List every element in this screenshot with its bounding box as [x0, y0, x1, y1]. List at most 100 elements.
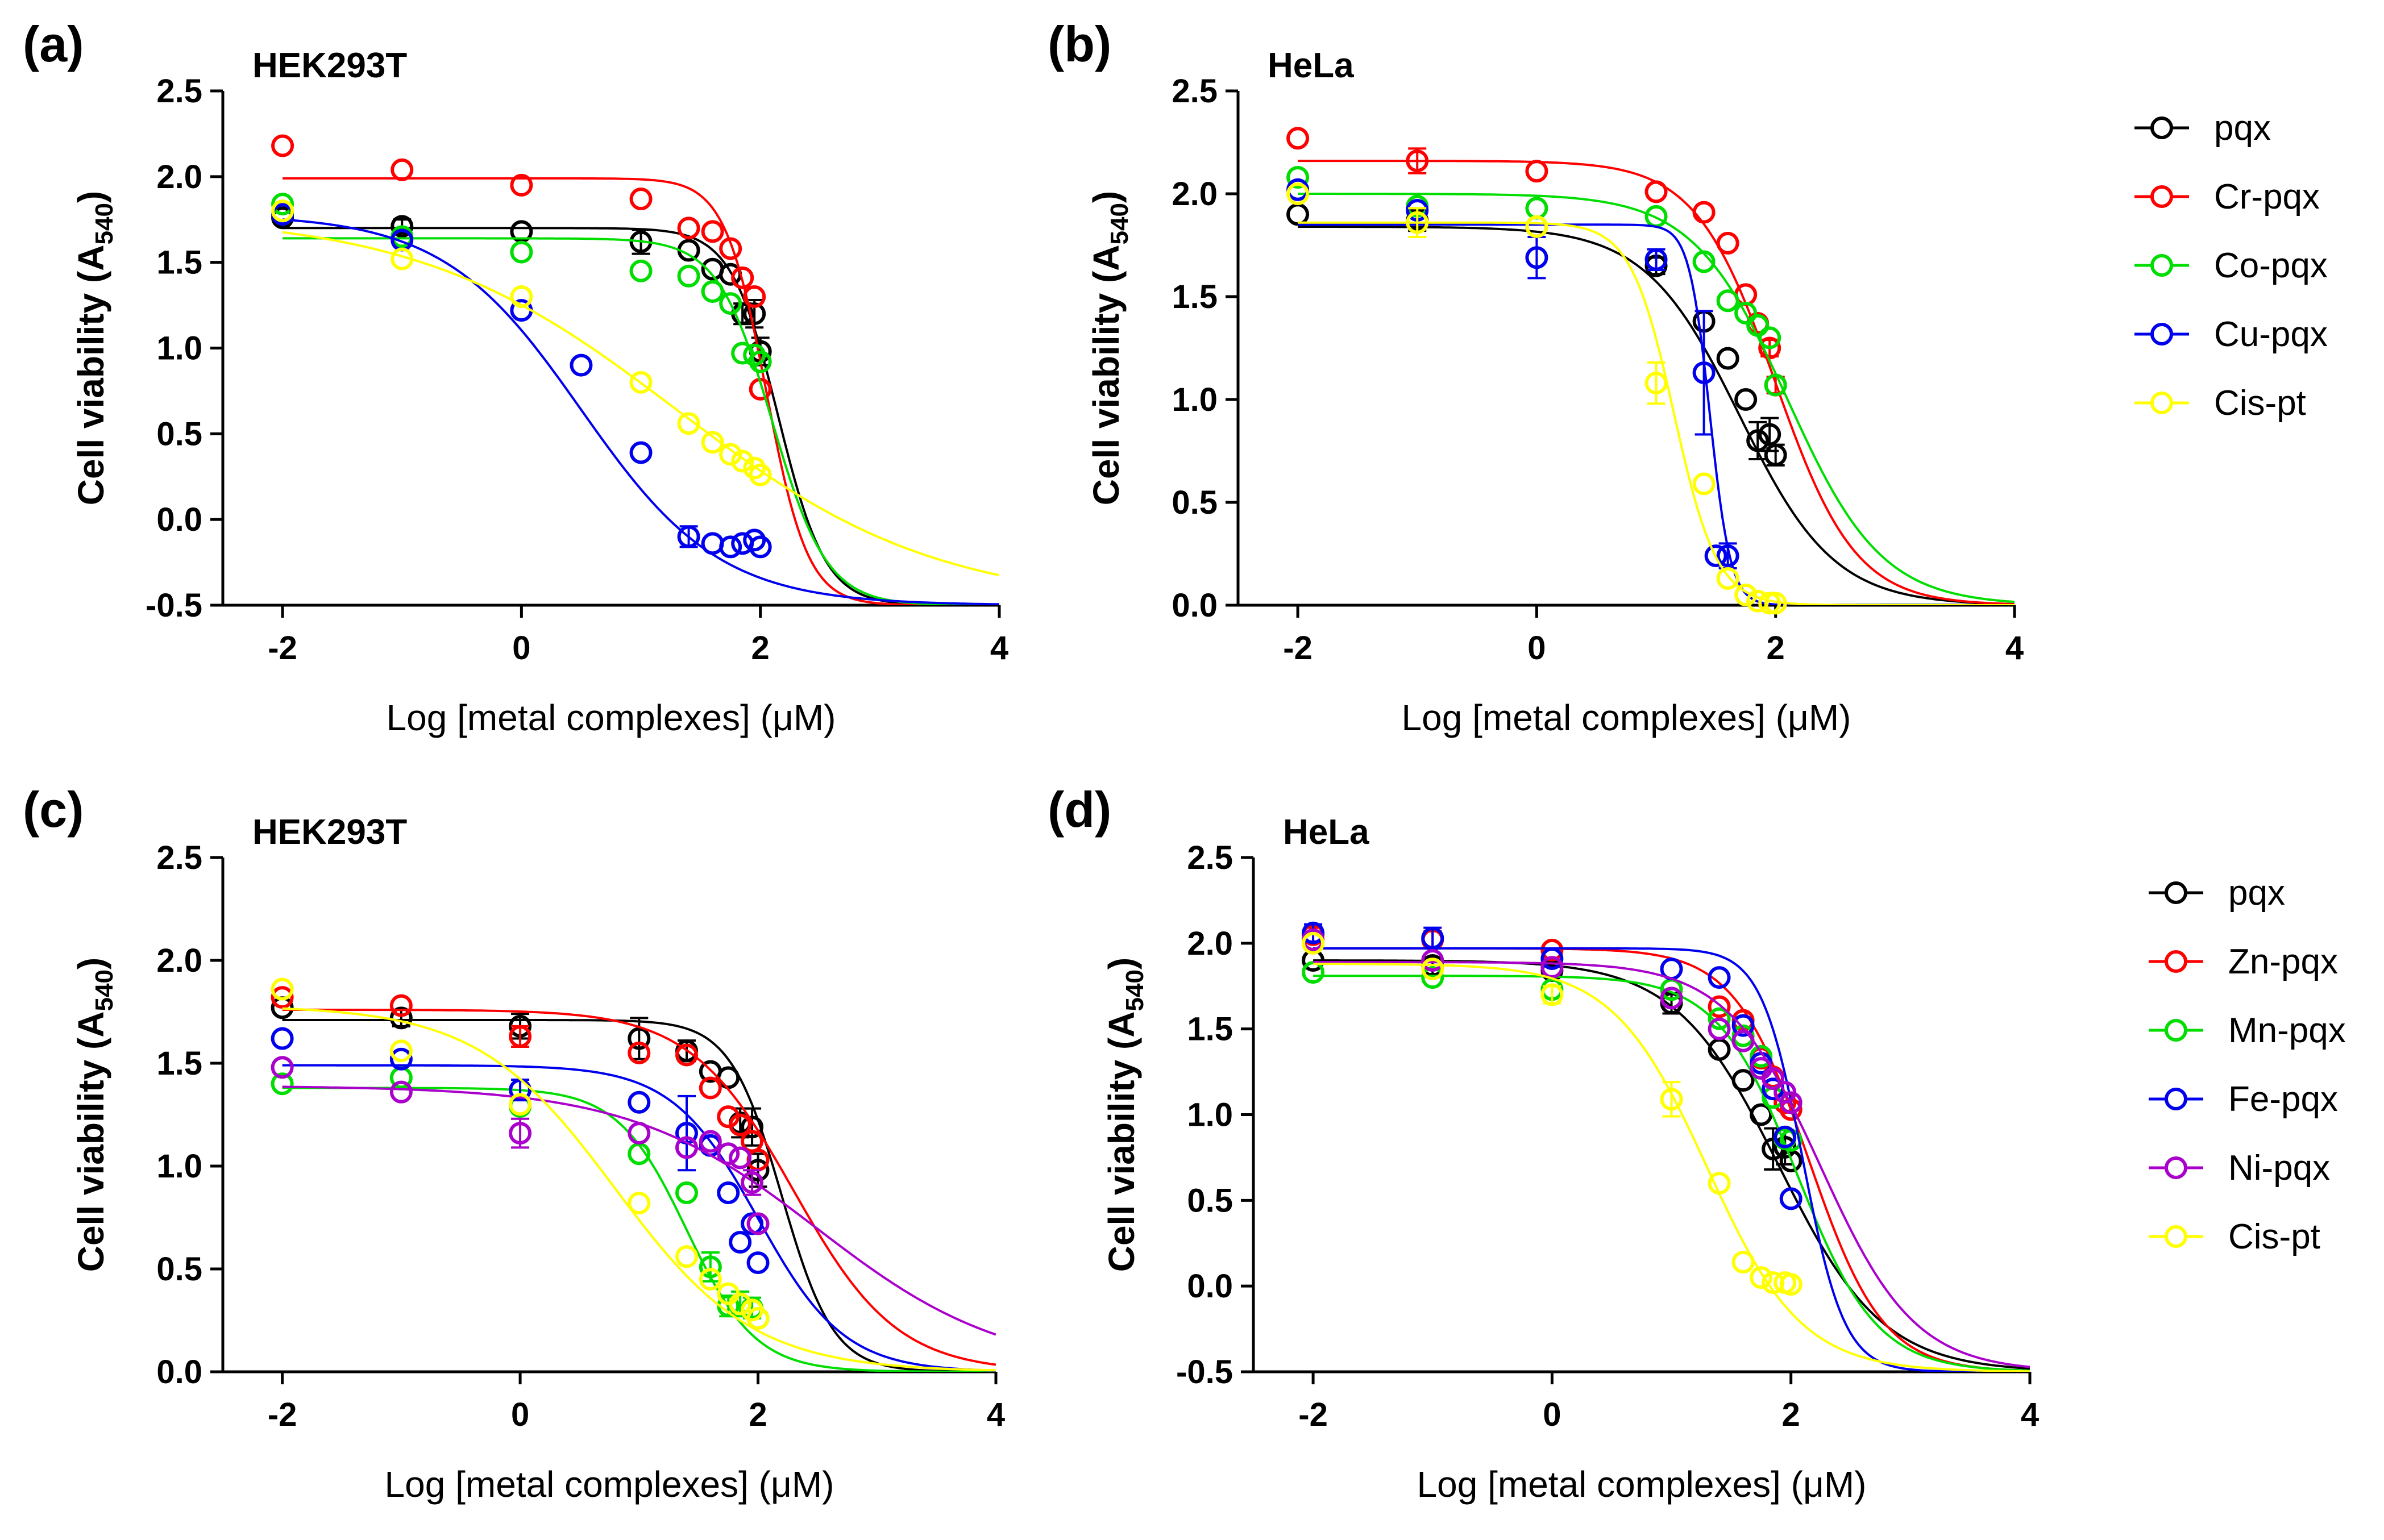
- data-point: [749, 350, 772, 373]
- legend-label: Mn-pqx: [2228, 1011, 2346, 1050]
- data-point: [389, 1080, 413, 1104]
- data-point: [719, 535, 742, 559]
- fit-curve: [283, 237, 999, 605]
- data-point: [391, 247, 414, 270]
- data-point: [1660, 1088, 1683, 1111]
- series-cr-pqx: [271, 134, 999, 605]
- data-point: [1525, 160, 1548, 183]
- data-point: [510, 240, 533, 264]
- fit-curve: [1298, 221, 2015, 605]
- y-tick-label: 0.5: [156, 1251, 202, 1288]
- data-point: [699, 1268, 722, 1291]
- data-point: [1692, 201, 1716, 224]
- y-title-end: ): [70, 958, 111, 969]
- data-point: [729, 1113, 752, 1137]
- data-point: [1731, 1069, 1755, 1092]
- data-point: [1764, 592, 1787, 615]
- data-point: [1540, 956, 1564, 979]
- data-point: [731, 342, 754, 365]
- data-point: [628, 1091, 651, 1114]
- data-point: [1731, 1250, 1755, 1273]
- x-tick-label: 0: [1543, 1396, 1561, 1433]
- y-tick-label: 2.0: [156, 942, 202, 979]
- data-point: [717, 1142, 740, 1166]
- fit-curve: [282, 218, 999, 605]
- data-point: [1286, 182, 1310, 205]
- data-point: [271, 134, 294, 157]
- data-point: [1660, 987, 1683, 1010]
- data-point: [731, 532, 754, 555]
- data-point: [1779, 1273, 1802, 1296]
- data-point: [1286, 166, 1310, 189]
- fit-curve: [282, 231, 999, 577]
- data-point: [746, 1212, 770, 1235]
- y-title-main: Cell viability (A: [1086, 244, 1127, 505]
- y-tick-label: 2.0: [1187, 925, 1233, 962]
- data-point: [1779, 1187, 1802, 1210]
- series-mn-pqx: [1302, 961, 2030, 1372]
- data-point: [628, 1192, 651, 1215]
- data-point: [1774, 1135, 1797, 1159]
- series-pqx: [1302, 949, 2030, 1370]
- data-point: [699, 1255, 722, 1279]
- x-tick-label: -2: [1283, 630, 1313, 667]
- fit-curve: [282, 1087, 996, 1372]
- data-point: [1421, 966, 1444, 989]
- data-point: [743, 343, 766, 367]
- x-axis-title: Log [metal complexes] (μM): [387, 697, 836, 738]
- y-tick-label: 0.5: [156, 415, 202, 452]
- y-axis-title: Cell viability (A540): [70, 191, 118, 506]
- data-point: [701, 431, 724, 454]
- data-point: [1750, 1266, 1773, 1289]
- data-point: [1708, 1017, 1731, 1040]
- data-point: [1708, 1007, 1731, 1030]
- legend-label: Ni-pqx: [2228, 1148, 2330, 1188]
- data-point: [1774, 1125, 1797, 1148]
- y-axis-title: Cell viability (A540): [1086, 191, 1133, 506]
- legend-marker: [2150, 323, 2173, 346]
- data-point: [731, 266, 754, 289]
- data-point: [717, 1066, 740, 1089]
- legend-marker: [2165, 950, 2187, 973]
- series-zn-pqx: [271, 986, 996, 1366]
- data-point: [510, 285, 533, 308]
- fit-curve: [283, 227, 999, 605]
- data-point: [719, 237, 742, 260]
- data-point: [701, 220, 724, 243]
- data-point: [628, 1027, 651, 1050]
- x-tick-label: 4: [990, 630, 1008, 667]
- x-tick-label: 2: [749, 1396, 767, 1433]
- legend-marker: [2165, 1088, 2187, 1110]
- data-point: [1692, 361, 1716, 384]
- data-point: [1764, 443, 1787, 467]
- x-tick-label: 2: [751, 630, 770, 667]
- data-point: [1716, 289, 1739, 313]
- data-point: [677, 264, 700, 288]
- data-point: [1286, 127, 1310, 150]
- legend-label: Cu-pqx: [2214, 315, 2328, 354]
- data-point: [389, 1047, 413, 1071]
- y-tick-label: 0.0: [156, 1354, 202, 1391]
- data-point: [271, 1056, 294, 1079]
- data-point: [1540, 938, 1564, 962]
- data-point: [717, 1181, 740, 1205]
- data-point: [1708, 995, 1731, 1018]
- fit-curve: [282, 1019, 996, 1372]
- data-point: [570, 353, 593, 377]
- data-point: [629, 188, 653, 211]
- data-point: [675, 1245, 698, 1268]
- y-axis-title: Cell viability (A540): [1101, 958, 1149, 1272]
- data-point: [731, 449, 754, 473]
- y-tick-label: 1.0: [156, 1148, 202, 1185]
- fit-curve: [1313, 963, 2030, 1372]
- data-point: [1716, 347, 1739, 370]
- series-cr-pqx: [1286, 127, 2015, 605]
- legend-label: Fe-pqx: [2228, 1080, 2338, 1119]
- x-tick-label: 0: [512, 630, 530, 667]
- data-point: [699, 1130, 722, 1153]
- data-point: [1750, 1044, 1773, 1068]
- data-point: [729, 1230, 752, 1254]
- y-tick-label: -0.5: [146, 587, 202, 624]
- y-tick-label: 1.0: [1172, 381, 1218, 418]
